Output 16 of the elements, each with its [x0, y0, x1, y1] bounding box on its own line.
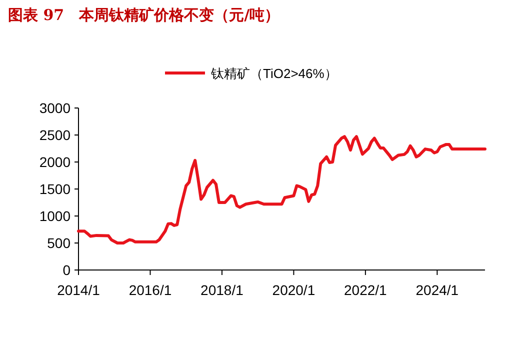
chart-title: 图表 97 本周钛精矿价格不变（元/吨） — [8, 6, 280, 24]
x-tick-label: 2014/1 — [57, 282, 100, 298]
x-tick-label: 2022/1 — [344, 282, 388, 298]
legend-label: 钛精矿（TiO2>46%） — [210, 66, 338, 81]
x-tick-label: 2016/1 — [128, 282, 172, 298]
legend: 钛精矿（TiO2>46%） — [165, 66, 338, 81]
y-tick-label: 2000 — [39, 154, 71, 170]
y-tick-label: 3000 — [39, 100, 71, 116]
y-tick-label: 0 — [62, 262, 71, 278]
x-tick-label: 2018/1 — [200, 282, 244, 298]
x-tick-label: 2020/1 — [272, 282, 316, 298]
y-tick-label: 2500 — [39, 127, 71, 143]
x-tick-label: 2024/1 — [416, 282, 459, 298]
y-tick-label: 1500 — [39, 181, 71, 197]
y-tick-label: 500 — [47, 235, 71, 251]
y-tick-label: 1000 — [39, 208, 71, 224]
